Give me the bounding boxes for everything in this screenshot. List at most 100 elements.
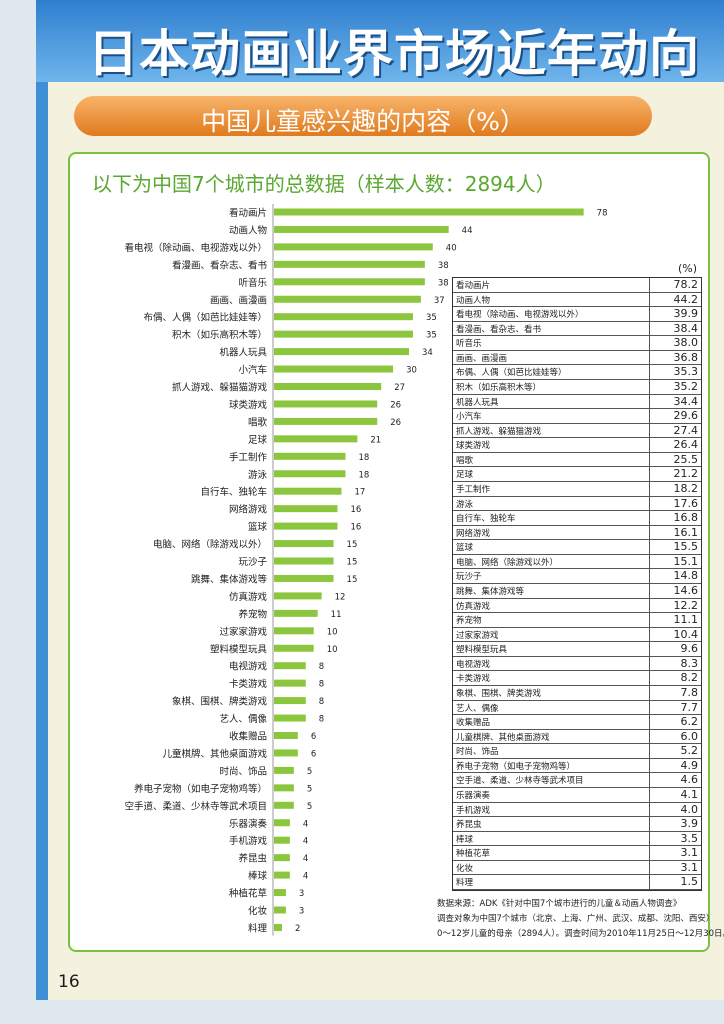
bar: [274, 574, 334, 582]
category-label: 积木（如乐高积木等）: [172, 329, 267, 341]
table-row: 卡类游戏 8.2: [453, 671, 701, 686]
category-label: 象棋、围棋、牌类游戏: [172, 696, 268, 708]
bar: [274, 732, 298, 739]
table-row-value: 18.2: [673, 482, 699, 495]
table-row-label: 足球: [456, 470, 474, 481]
category-label: 时尚、饰品: [219, 765, 267, 777]
table-row-value: 34.4: [673, 394, 699, 408]
table-row-value: 8.3: [680, 656, 699, 670]
bar-value-label: 10: [327, 627, 338, 637]
table-row: 布偶、人偶（如芭比娃娃等） 35.3: [453, 365, 701, 380]
bar-value-label: 10: [327, 645, 338, 655]
category-label: 跳舞、集体游戏等: [191, 573, 268, 585]
table-row-value: 39.9: [673, 307, 699, 321]
survey-period-note: 0～12岁儿童的母亲（2894人）。调查时间为2010年11月25日～12月30…: [437, 929, 724, 939]
table-row: 象棋、围棋、牌类游戏 7.8: [453, 686, 701, 701]
bar: [274, 313, 413, 321]
category-label: 仿真游戏: [229, 591, 268, 603]
table-row-value: 3.1: [680, 860, 699, 874]
bar: [274, 243, 433, 251]
table-row: 儿童棋牌、其他桌面游戏 6.0: [453, 730, 701, 745]
table-row: 乐器演奏 4.1: [453, 788, 701, 803]
table-row: 篮球 15.5: [453, 540, 701, 555]
bar-value-label: 8: [319, 662, 324, 672]
table-row-value: 16.1: [673, 525, 699, 539]
table-row: 跳舞、集体游戏等 14.6: [453, 584, 701, 599]
table-row-label: 塑料模型玩具: [456, 645, 508, 656]
category-label: 足球: [248, 434, 268, 446]
table-row: 小汽车 29.6: [453, 409, 701, 424]
bar: [274, 365, 394, 373]
table-row-label: 电视游戏: [456, 659, 491, 670]
bar-value-label: 37: [434, 296, 445, 306]
table-row-value: 78.2: [673, 278, 699, 291]
category-label: 空手道、柔道、少林寺等武术项目: [124, 800, 267, 812]
table-row: 手工制作 18.2: [453, 482, 701, 497]
table-row-label: 艺人、偶像: [456, 703, 499, 714]
bar: [274, 487, 342, 495]
table-row-label: 动画人物: [456, 295, 491, 306]
category-label: 玩沙子: [238, 557, 267, 568]
bar-value-label: 15: [347, 540, 358, 550]
table-row-label: 时尚、饰品: [456, 747, 499, 758]
table-row-value: 15.1: [673, 554, 699, 568]
bar-value-label: 3: [299, 907, 304, 917]
table-row: 塑料模型玩具 9.6: [453, 642, 701, 657]
table-row-label: 儿童棋牌、其他桌面游戏: [456, 732, 550, 743]
table-row: 电脑、网络（除游戏以外） 15.1: [453, 555, 701, 570]
category-label: 卡类游戏: [229, 678, 268, 690]
bar-value-label: 3: [299, 889, 304, 899]
table-row: 料理 1.5: [453, 875, 701, 890]
table-row-value: 25.5: [673, 452, 699, 466]
bar-value-label: 40: [446, 243, 457, 253]
table-row-value: 4.0: [680, 802, 699, 816]
section-title: 中国儿童感兴趣的内容（%）: [201, 107, 525, 136]
table-row: 空手道、柔道、少林寺等武术项目 4.6: [453, 773, 701, 788]
bar-value-label: 15: [347, 558, 358, 568]
table-row-label: 卡类游戏: [456, 674, 491, 685]
bar-value-label: 4: [303, 872, 308, 882]
bar-value-label: 16: [351, 523, 362, 533]
table-row-value: 35.2: [673, 380, 699, 393]
bar-value-label: 2: [295, 924, 300, 934]
category-label: 养昆虫: [238, 853, 267, 865]
bar-value-label: 34: [422, 348, 433, 358]
table-row-label: 手工制作: [456, 485, 491, 495]
table-row-label: 篮球: [456, 543, 474, 554]
table-row-value: 4.9: [680, 758, 699, 772]
table-row-label: 电脑、网络（除游戏以外）: [456, 557, 559, 568]
category-label: 小汽车: [238, 364, 267, 376]
bar: [274, 889, 286, 897]
bar-value-label: 11: [331, 610, 342, 620]
table-row: 机器人玩具 34.4: [453, 395, 701, 410]
table-row-value: 29.6: [673, 409, 699, 423]
bar: [274, 208, 584, 216]
table-row: 唱歌 25.5: [453, 453, 701, 468]
bar: [274, 871, 290, 879]
category-label: 乐器演奏: [229, 818, 268, 830]
table-row: 收集赠品 6.2: [453, 715, 701, 730]
bar: [274, 662, 306, 670]
table-row: 化妆 3.1: [453, 861, 701, 876]
bar: [274, 923, 282, 931]
table-row-value: 7.7: [680, 700, 699, 714]
table-column-divider: [649, 278, 650, 890]
bar-value-label: 4: [303, 854, 308, 864]
bar-value-label: 26: [390, 400, 401, 410]
table-row-value: 3.5: [680, 831, 699, 845]
bar: [274, 278, 425, 286]
bar: [274, 766, 294, 774]
category-label: 种植花草: [229, 888, 267, 900]
table-row-label: 看电视（除动画、电视游戏以外）: [456, 310, 584, 321]
category-label: 过家家游戏: [219, 626, 267, 638]
table-row-value: 1.5: [680, 875, 699, 889]
table-row: 积木（如乐高积木等） 35.2: [453, 380, 701, 395]
chart-title: 以下为中国7个城市的总数据（样本人数：2894人）: [92, 172, 556, 196]
survey-note: 调查对象为中国7个城市（北京、上海、广州、武汉、成都、沈阳、西安）: [437, 914, 715, 924]
table-row-value: 35.3: [673, 365, 699, 379]
category-label: 机器人玩具: [219, 347, 267, 359]
section-banner: 中国儿童感兴趣的内容（%）: [74, 96, 652, 136]
category-label: 养电子宠物（如电子宠物鸡等）: [134, 783, 267, 795]
source-note: 数据来源：ADK《针对中国7个城市进行的儿童＆动画人物调查》: [437, 899, 682, 909]
